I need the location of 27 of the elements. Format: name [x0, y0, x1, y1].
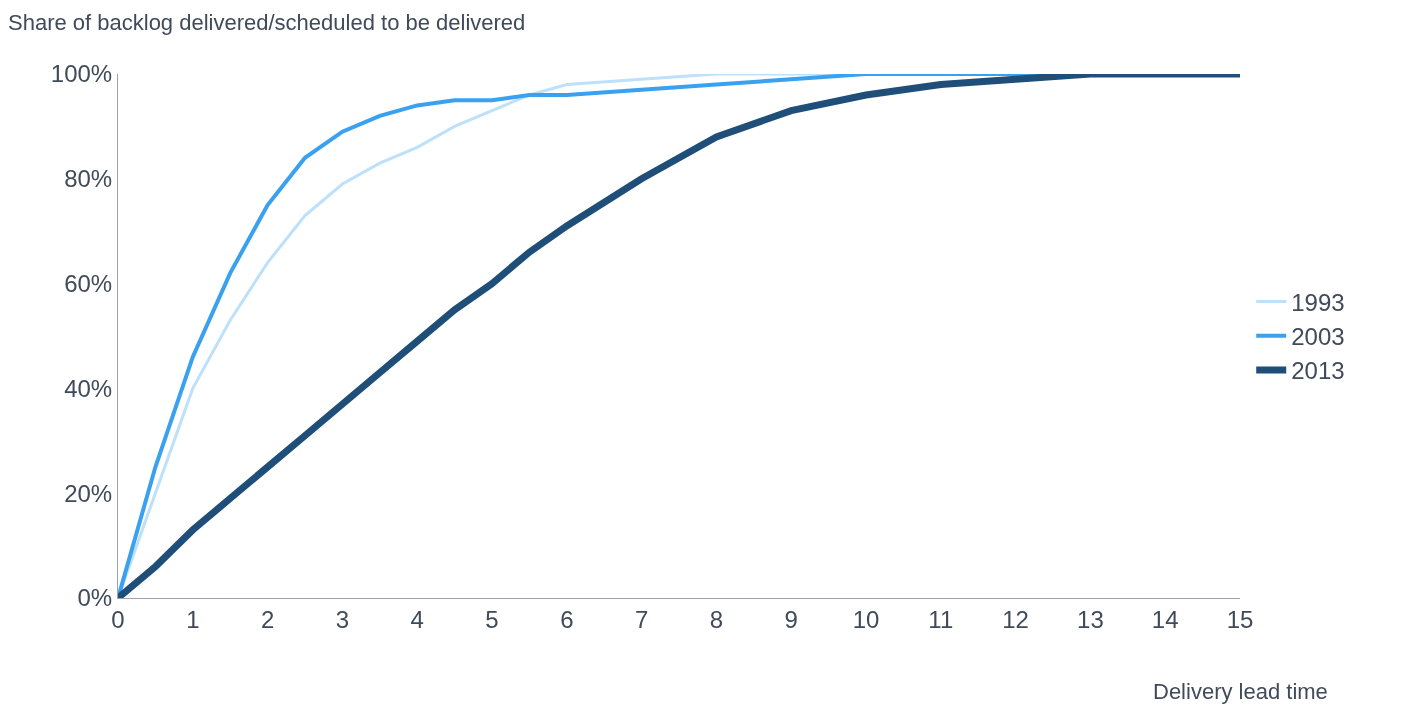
y-tick-label: 40% — [64, 374, 113, 402]
x-tick-label: 7 — [634, 605, 649, 633]
y-tick-label: 20% — [64, 479, 113, 507]
x-tick-label: 14 — [1151, 605, 1179, 633]
y-tick-label: 80% — [64, 165, 113, 193]
x-tick-label: 3 — [335, 605, 350, 633]
x-tick-label: 1 — [186, 605, 200, 633]
y-axis-title: Share of backlog delivered/scheduled to be delivered — [8, 10, 526, 35]
x-tick-label: 12 — [1002, 605, 1029, 633]
y-tick-label: 0% — [77, 584, 113, 612]
x-tick-label: 4 — [410, 605, 424, 633]
x-tick-label: 0 — [111, 605, 125, 633]
legend-label: 2003 — [1291, 323, 1345, 351]
legend-label: 1993 — [1291, 288, 1345, 316]
legend-label: 2013 — [1291, 357, 1345, 385]
x-tick-label: 15 — [1226, 605, 1254, 633]
x-tick-label: 6 — [560, 605, 574, 633]
x-tick-label: 5 — [485, 605, 499, 633]
x-axis-title: Delivery lead time — [1153, 679, 1328, 704]
x-tick-label: 11 — [928, 605, 954, 633]
x-tick-label: 10 — [852, 605, 880, 633]
y-tick-label: 60% — [64, 270, 113, 297]
x-tick-label: 2 — [260, 605, 275, 633]
x-tick-label: 13 — [1077, 605, 1104, 633]
x-tick-label: 8 — [709, 605, 724, 633]
y-tick-label: 100% — [50, 60, 113, 88]
x-tick-label: 9 — [784, 605, 798, 633]
